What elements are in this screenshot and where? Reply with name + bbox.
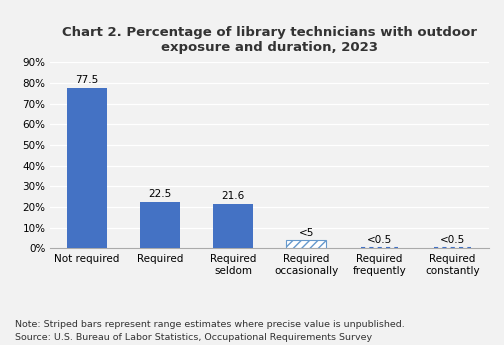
Text: <5: <5	[298, 228, 314, 238]
Text: Note: Striped bars represent range estimates where precise value is unpublished.: Note: Striped bars represent range estim…	[15, 320, 405, 342]
Title: Chart 2. Percentage of library technicians with outdoor
exposure and duration, 2: Chart 2. Percentage of library technicia…	[62, 26, 477, 54]
Text: 77.5: 77.5	[75, 76, 99, 86]
Text: 21.6: 21.6	[221, 191, 245, 201]
Bar	[213, 204, 253, 248]
Bar	[286, 240, 326, 248]
Bar	[140, 202, 180, 248]
Text: <0.5: <0.5	[366, 235, 392, 245]
Bar	[286, 240, 326, 248]
Text: <0.5: <0.5	[439, 235, 465, 245]
Bar	[67, 88, 107, 248]
Text: 22.5: 22.5	[148, 189, 172, 199]
